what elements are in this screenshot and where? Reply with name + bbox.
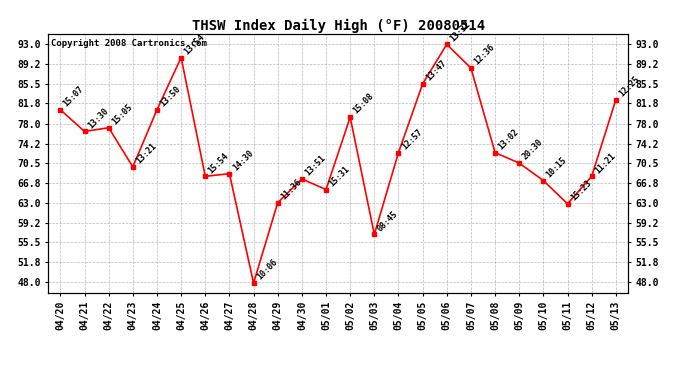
Text: 12:57: 12:57 bbox=[400, 127, 424, 151]
Text: 10:06: 10:06 bbox=[255, 258, 279, 282]
Text: 15:54: 15:54 bbox=[207, 151, 230, 175]
Text: 13:32: 13:32 bbox=[448, 19, 472, 43]
Text: 11:36: 11:36 bbox=[279, 177, 303, 201]
Text: 15:31: 15:31 bbox=[328, 164, 351, 188]
Text: 15:05: 15:05 bbox=[110, 102, 134, 126]
Text: 15:08: 15:08 bbox=[352, 92, 375, 116]
Text: 20:30: 20:30 bbox=[521, 138, 544, 162]
Text: 13:50: 13:50 bbox=[159, 84, 182, 108]
Text: 12:25: 12:25 bbox=[618, 74, 641, 98]
Text: 10:15: 10:15 bbox=[545, 155, 569, 179]
Text: 13:47: 13:47 bbox=[424, 58, 448, 82]
Title: THSW Index Daily High (°F) 20080514: THSW Index Daily High (°F) 20080514 bbox=[192, 18, 484, 33]
Text: 15:07: 15:07 bbox=[62, 84, 86, 108]
Text: 13:54: 13:54 bbox=[183, 32, 206, 56]
Text: 15:23: 15:23 bbox=[569, 178, 593, 203]
Text: 13:51: 13:51 bbox=[304, 153, 327, 178]
Text: 11:21: 11:21 bbox=[593, 151, 617, 175]
Text: 08:45: 08:45 bbox=[376, 209, 400, 233]
Text: 12:36: 12:36 bbox=[473, 43, 496, 67]
Text: 13:21: 13:21 bbox=[135, 141, 158, 165]
Text: 13:30: 13:30 bbox=[86, 106, 110, 130]
Text: 13:02: 13:02 bbox=[497, 127, 520, 151]
Text: Copyright 2008 Cartronics.com: Copyright 2008 Cartronics.com bbox=[51, 39, 207, 48]
Text: 14:30: 14:30 bbox=[231, 148, 255, 172]
